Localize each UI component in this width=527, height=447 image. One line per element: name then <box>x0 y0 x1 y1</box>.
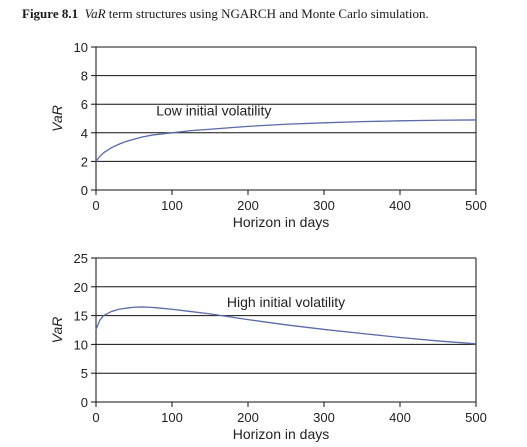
panel2-x-axis-title: Horizon in days <box>233 426 330 442</box>
panel1-x-tick-label: 100 <box>161 198 183 213</box>
panel2-y-tick-label: 5 <box>81 366 88 381</box>
figure-caption: Figure 8.1 VaR term structures using NGA… <box>22 6 429 22</box>
panel2-x-tick-label: 300 <box>313 410 335 425</box>
panel1-x-tick-label: 300 <box>313 198 335 213</box>
panel1-y-tick-label: 0 <box>81 183 88 198</box>
panel2-annotation: High initial volatility <box>227 294 345 310</box>
figure-title-italic: VaR <box>84 6 106 21</box>
panel2-x-tick-label: 400 <box>389 410 411 425</box>
panel1-y-axis-title: VaR <box>49 105 65 132</box>
panel1-y-tick-label: 6 <box>81 97 88 112</box>
panel1-y-tick-label: 8 <box>81 69 88 84</box>
panel2-y-tick-label: 15 <box>74 309 88 324</box>
panel1-x-axis-title: Horizon in days <box>233 214 330 230</box>
panel2-y-tick-label: 25 <box>74 251 88 266</box>
panel1-x-tick-label: 500 <box>465 198 487 213</box>
panel2-x-tick-label: 0 <box>92 410 99 425</box>
figure-label: Figure 8.1 <box>22 6 79 21</box>
panel2-y-axis-title: VaR <box>49 317 65 344</box>
panel1-x-tick-label: 200 <box>237 198 259 213</box>
panel2-y-tick-label: 20 <box>74 280 88 295</box>
panel1-series-line <box>95 119 477 162</box>
panel2-series-line <box>95 306 477 345</box>
figure-title-rest: term structures using NGARCH and Monte C… <box>105 6 429 21</box>
panel1-annotation: Low initial volatility <box>156 103 271 119</box>
panel1-x-tick-label: 0 <box>92 198 99 213</box>
panel1-x-tick-label: 400 <box>389 198 411 213</box>
panel2-y-tick-label: 10 <box>74 337 88 352</box>
panel1-y-tick-label: 4 <box>81 126 88 141</box>
panel2-y-tick-label: 0 <box>81 395 88 410</box>
panel2-x-tick-label: 500 <box>465 410 487 425</box>
panel1-y-tick-label: 10 <box>74 40 88 55</box>
panel1-y-tick-label: 2 <box>81 154 88 169</box>
panel2-x-tick-label: 100 <box>161 410 183 425</box>
panel2-x-tick-label: 200 <box>237 410 259 425</box>
